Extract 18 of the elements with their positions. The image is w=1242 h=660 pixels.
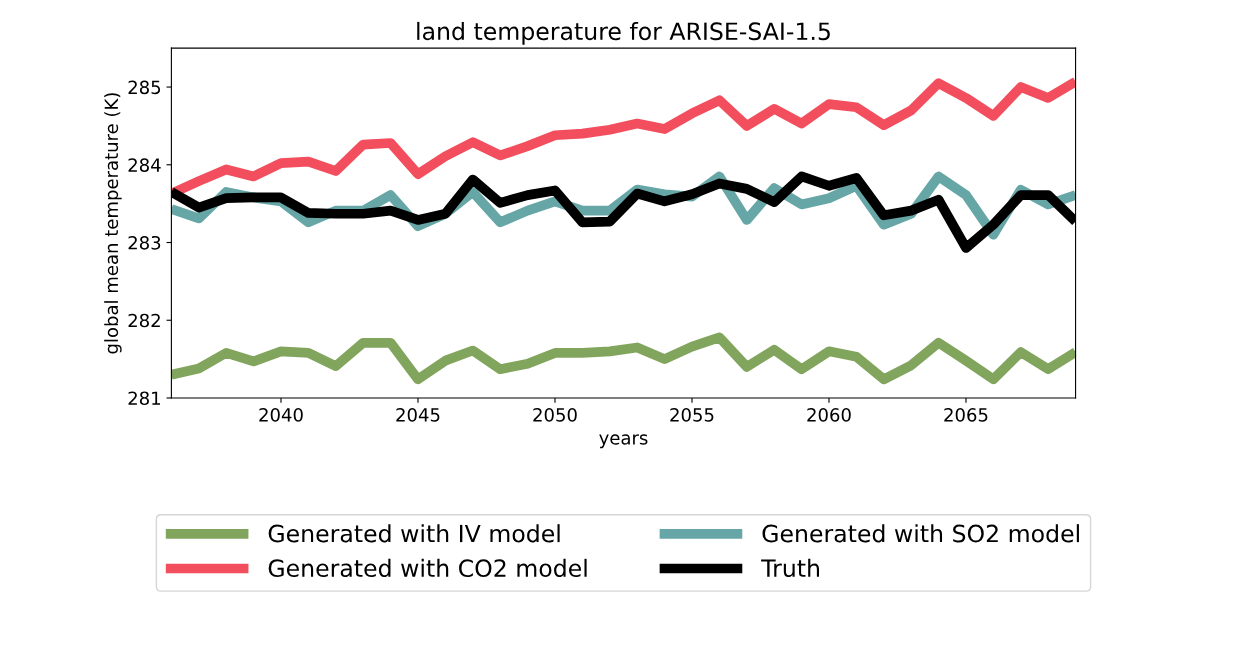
legend-label: Generated with CO2 model	[268, 558, 587, 578]
x-tick-label: 2040	[259, 408, 303, 422]
y-tick-label: 281	[128, 391, 161, 406]
legend-label: Generated with SO2 model	[762, 524, 1079, 543]
y-tick-label: 283	[128, 235, 161, 250]
y-axis-title: global mean temperature (K)	[104, 93, 122, 354]
legend-label: Generated with IV model	[268, 524, 560, 543]
x-tick-label: 2045	[396, 408, 440, 422]
x-tick-label: 2065	[944, 408, 988, 422]
y-tick-label: 282	[128, 313, 160, 328]
x-axis-title: years	[599, 434, 648, 449]
x-tick-label: 2060	[807, 408, 851, 422]
x-tick-label: 2055	[670, 408, 714, 422]
chart-title: land temperature for ARISE-SAI-1.5	[417, 21, 830, 45]
y-tick-label: 285	[128, 80, 161, 95]
y-tick-label: 284	[128, 158, 161, 172]
legend-label: Truth	[761, 558, 820, 578]
x-tick-label: 2050	[533, 408, 577, 422]
